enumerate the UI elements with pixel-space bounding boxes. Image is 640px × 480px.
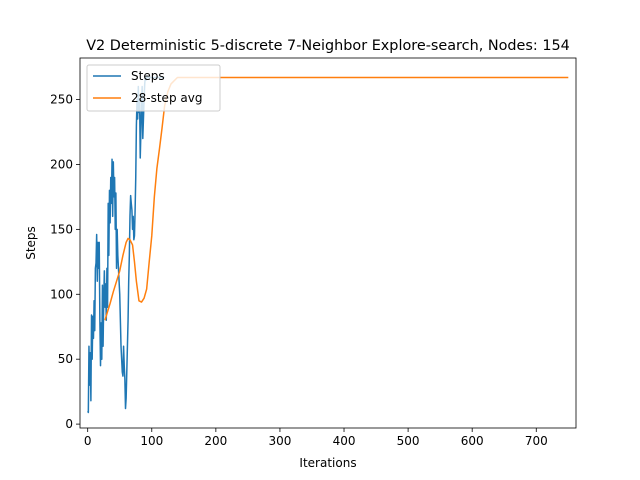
y-tick-label: 0 [65, 417, 73, 431]
x-tick-label: 600 [461, 434, 484, 448]
x-tick-label: 100 [140, 434, 163, 448]
x-tick-label: 700 [525, 434, 548, 448]
y-tick-label: 250 [50, 93, 73, 107]
y-tick-label: 100 [50, 287, 73, 301]
y-tick-label: 150 [50, 222, 73, 236]
y-tick-label: 50 [58, 352, 73, 366]
x-tick-label: 500 [397, 434, 420, 448]
plot-frame [79, 57, 577, 429]
legend-label-avg: 28-step avg [131, 91, 202, 105]
plot-background [80, 58, 576, 428]
x-tick-label: 0 [84, 434, 92, 448]
x-tick-label: 300 [268, 434, 291, 448]
x-tick-label: 400 [333, 434, 356, 448]
legend: Steps 28-step avg [86, 64, 221, 112]
series-line-avg [104, 76, 569, 321]
y-tick-label: 200 [50, 157, 73, 171]
x-tick-label: 200 [204, 434, 227, 448]
x-axis: 0 100 200 300 400 500 600 700 [84, 428, 548, 448]
chart-title: V2 Deterministic 5-discrete 7-Neighbor E… [86, 38, 570, 54]
legend-label-steps: Steps [131, 69, 165, 83]
y-axis-label: Steps [24, 226, 38, 260]
y-axis: 0 50 100 150 200 250 [50, 93, 80, 431]
x-axis-label: Iterations [299, 456, 356, 470]
